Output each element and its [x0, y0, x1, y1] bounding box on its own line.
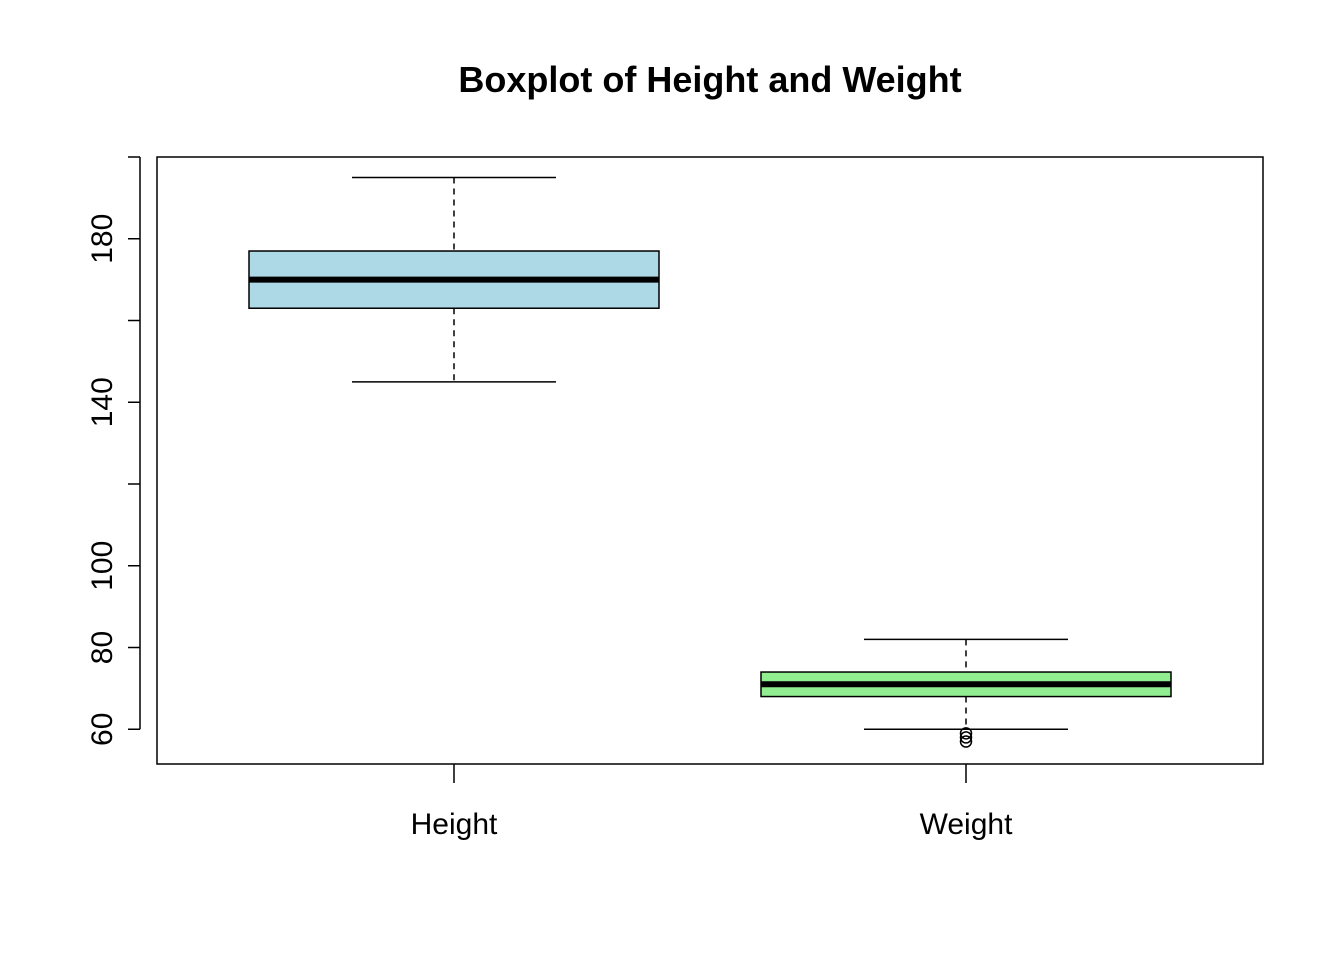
x-tick-label: Weight: [920, 808, 1013, 841]
y-tick-label: 80: [86, 631, 119, 664]
y-tick-label: 100: [86, 541, 119, 591]
y-tick-label: 180: [86, 214, 119, 264]
outlier-point: [959, 727, 973, 740]
box-group: [248, 176, 1172, 748]
y-tick-label: 60: [86, 713, 119, 746]
plot-frame: [156, 156, 1264, 765]
y-axis: 60 80 100 140 180: [86, 156, 141, 746]
chart-title: Boxplot of Height and Weight: [458, 59, 961, 100]
y-tick-label: 140: [86, 377, 119, 427]
outlier-point: [959, 735, 973, 748]
x-tick-label: Height: [411, 808, 498, 841]
x-axis: Height Weight: [411, 764, 1013, 841]
outlier-point: [959, 731, 973, 744]
